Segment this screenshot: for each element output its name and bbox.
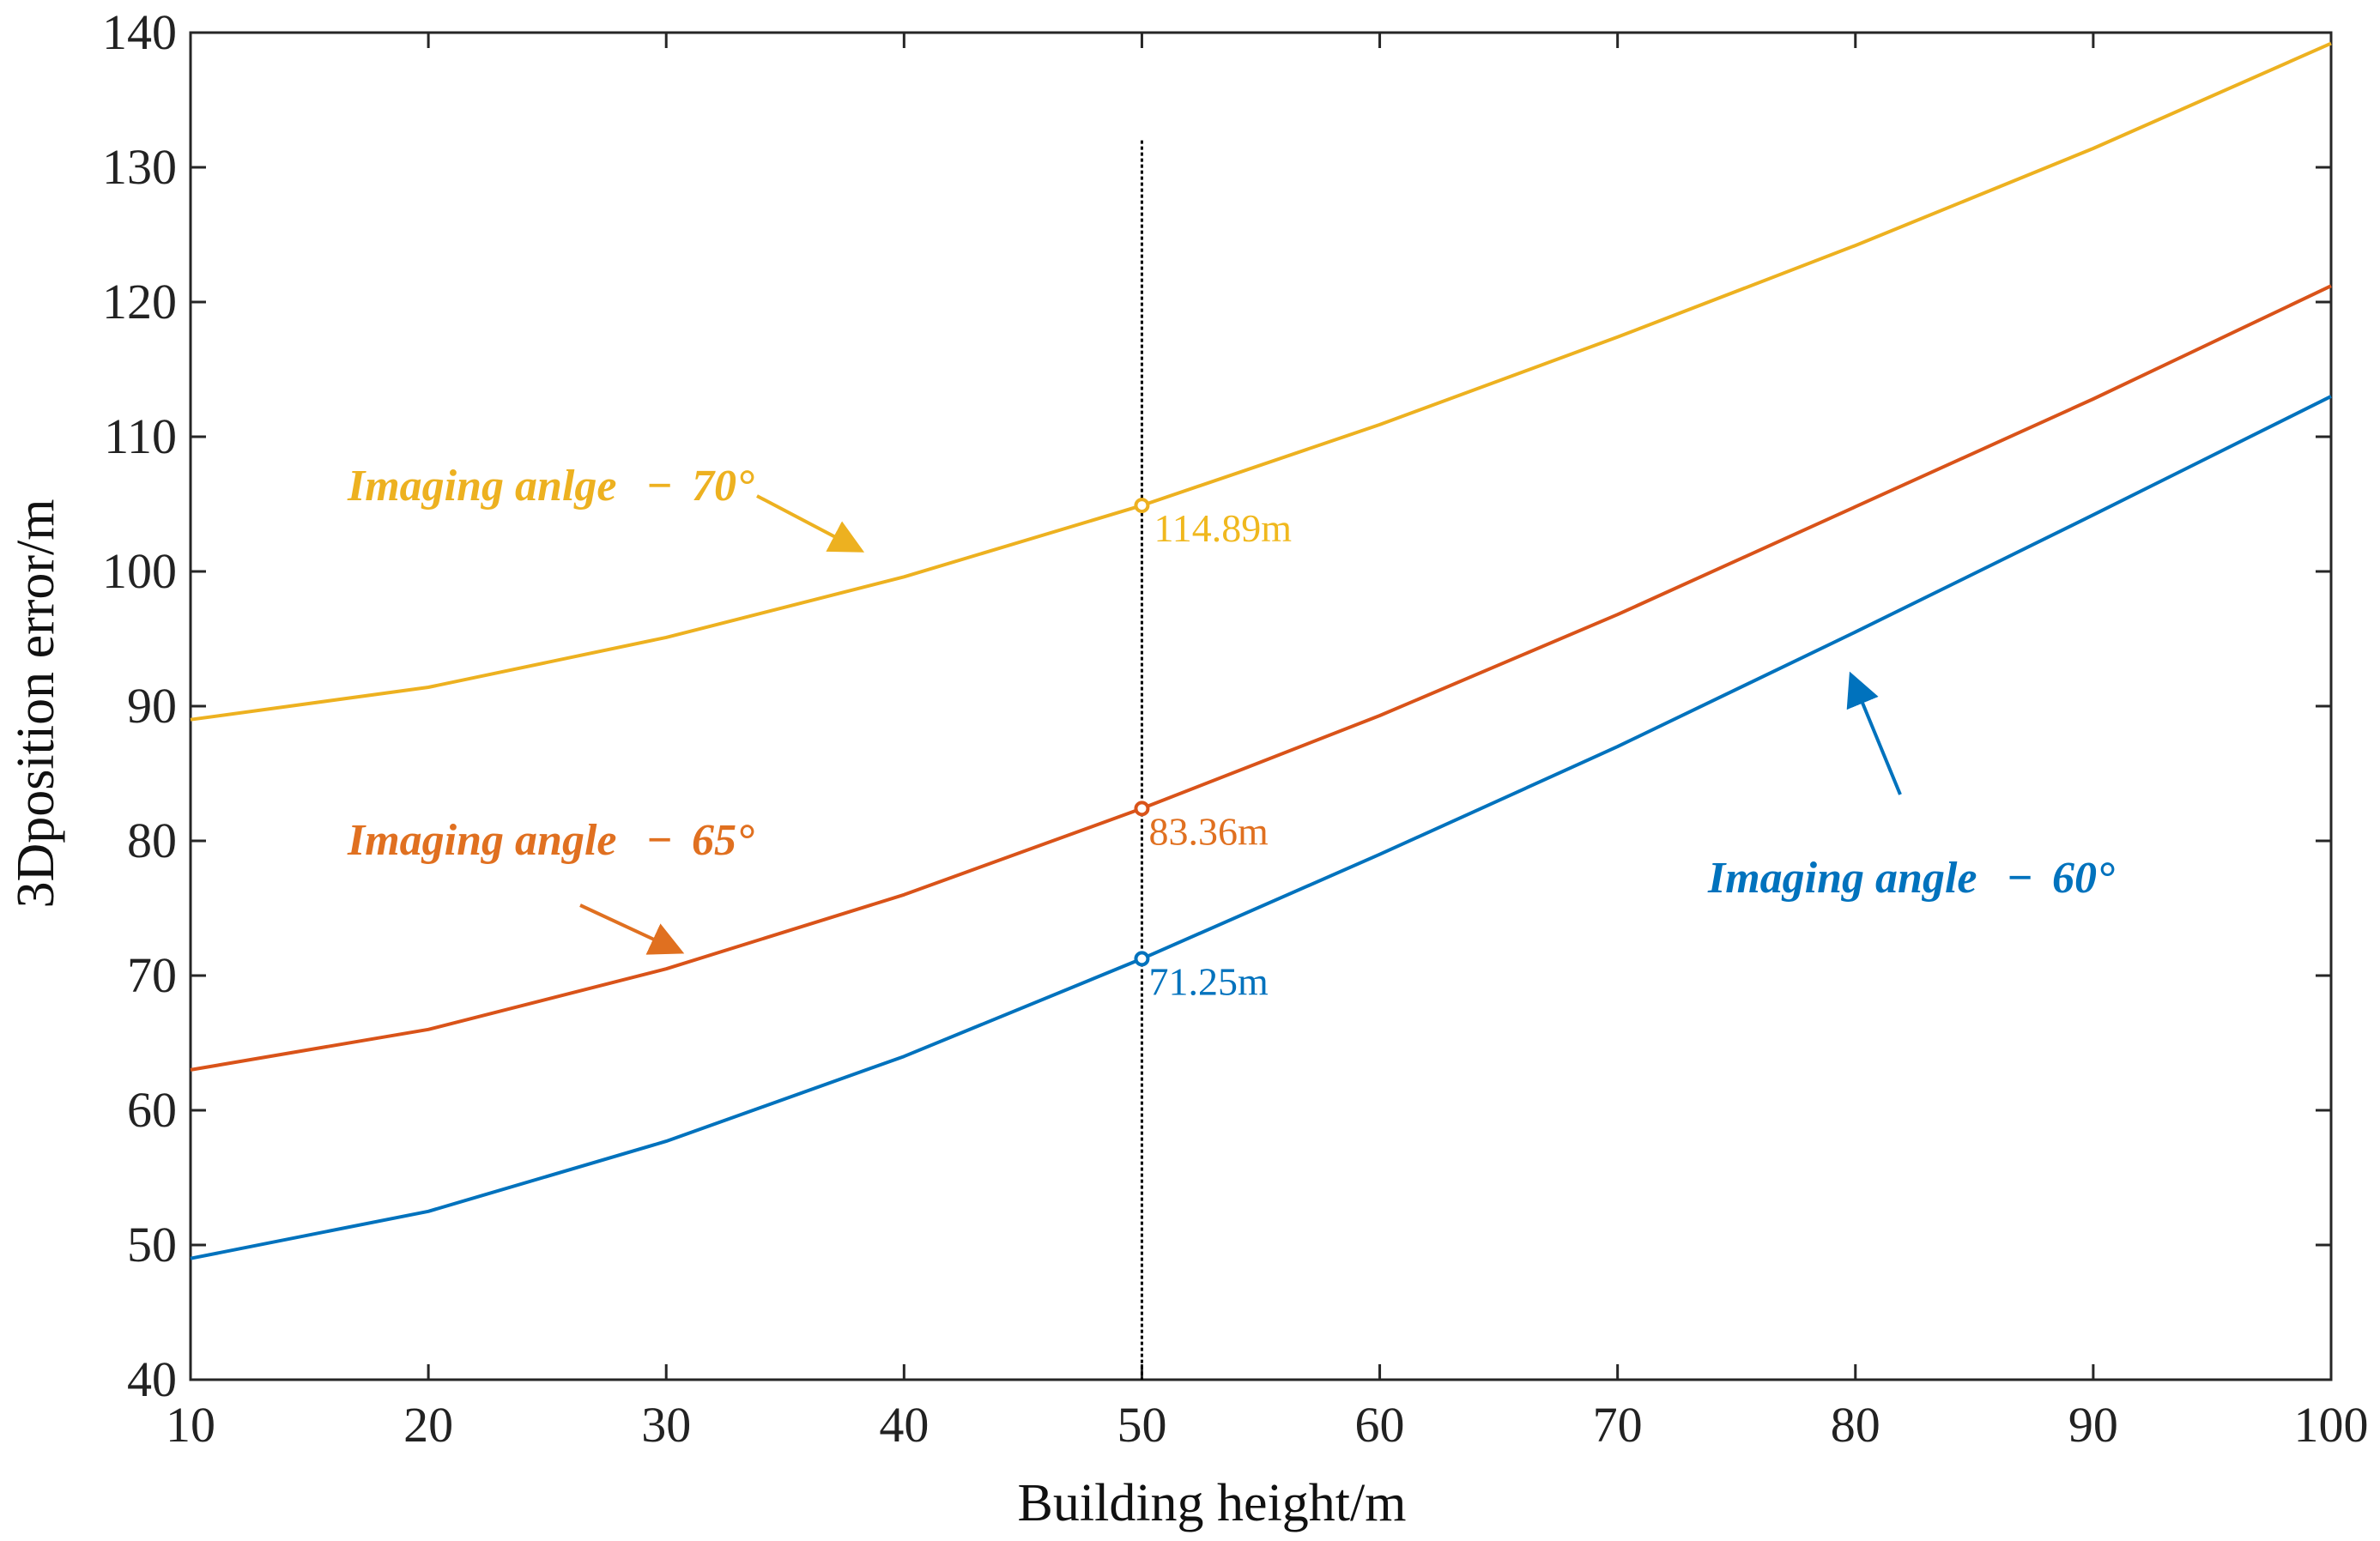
annotation-70-arrow [756, 494, 865, 553]
x-tick-label: 50 [1117, 1397, 1166, 1453]
y-tick-label: 90 [127, 678, 177, 734]
series-line-2 [190, 41, 2332, 722]
x-tick-label: 90 [2068, 1397, 2118, 1453]
x-tick-label: 20 [403, 1397, 453, 1453]
y-tick-label: 100 [102, 543, 177, 599]
y-tick-label: 70 [127, 947, 177, 1003]
y-tick-label: 120 [102, 274, 177, 329]
series-marker-2 [1134, 498, 1150, 514]
series-layer: 71.25m 83.36m 114.89m [190, 41, 2332, 1260]
y-axis-ticks: 40 50 60 70 80 90 100 110 120 130 140 [102, 4, 2331, 1407]
annotation-70-suffix: 70° [692, 462, 754, 511]
series-line-1 [190, 284, 2332, 1072]
annotation-65-prefix: Imaging angle [347, 816, 617, 865]
annotation-60-arrow [1846, 671, 1902, 795]
y-tick-label: 50 [127, 1217, 177, 1272]
annotation-70-dash: − [646, 462, 674, 511]
plot-area [189, 31, 2333, 1381]
series-marker-1 [1134, 801, 1150, 817]
y-tick-label: 110 [104, 408, 177, 464]
x-axis-title: Building height/m [1018, 1474, 1407, 1532]
series-marker-0 [1134, 951, 1150, 967]
series-value-label-0: 71.25m [1148, 959, 1269, 1003]
series-value-label-2: 114.89m [1154, 506, 1292, 550]
y-tick-label: 60 [127, 1082, 177, 1138]
x-tick-label: 70 [1593, 1397, 1643, 1453]
y-tick-label: 130 [102, 139, 177, 195]
annotation-65-arrow [579, 903, 685, 955]
x-tick-label: 60 [1355, 1397, 1405, 1453]
annotation-60-prefix: Imaging angle [1707, 854, 1977, 903]
y-tick-label: 80 [127, 813, 177, 868]
annotation-60-suffix: 60° [2052, 854, 2115, 903]
annotation-65-dash: − [646, 816, 674, 865]
y-axis-title: 3Dposition error/m [7, 499, 65, 909]
annotation-70-prefix: Imaging anlge [347, 462, 617, 511]
x-axis-ticks: 10 20 30 40 50 60 70 80 90 100 [166, 33, 2369, 1453]
annotation-60-dash: − [2007, 854, 2034, 903]
x-tick-label: 40 [879, 1397, 929, 1453]
x-tick-label: 30 [641, 1397, 691, 1453]
annotation-65: Imaging angle −65° [347, 816, 754, 865]
y-tick-label: 140 [102, 4, 177, 60]
annotations: Imaging anlge −70° Imaging angle −65° Imag… [347, 462, 2115, 955]
x-tick-label: 100 [2294, 1397, 2369, 1453]
series-line-0 [190, 395, 2332, 1260]
y-tick-label: 40 [127, 1351, 177, 1407]
x-tick-label: 10 [166, 1397, 215, 1453]
annotation-65-suffix: 65° [692, 816, 754, 865]
annotation-60: Imaging angle −60° [1707, 854, 2115, 903]
x-tick-label: 80 [1831, 1397, 1880, 1453]
series-value-label-1: 83.36m [1148, 809, 1269, 853]
annotation-70: Imaging anlge −70° [347, 462, 754, 511]
